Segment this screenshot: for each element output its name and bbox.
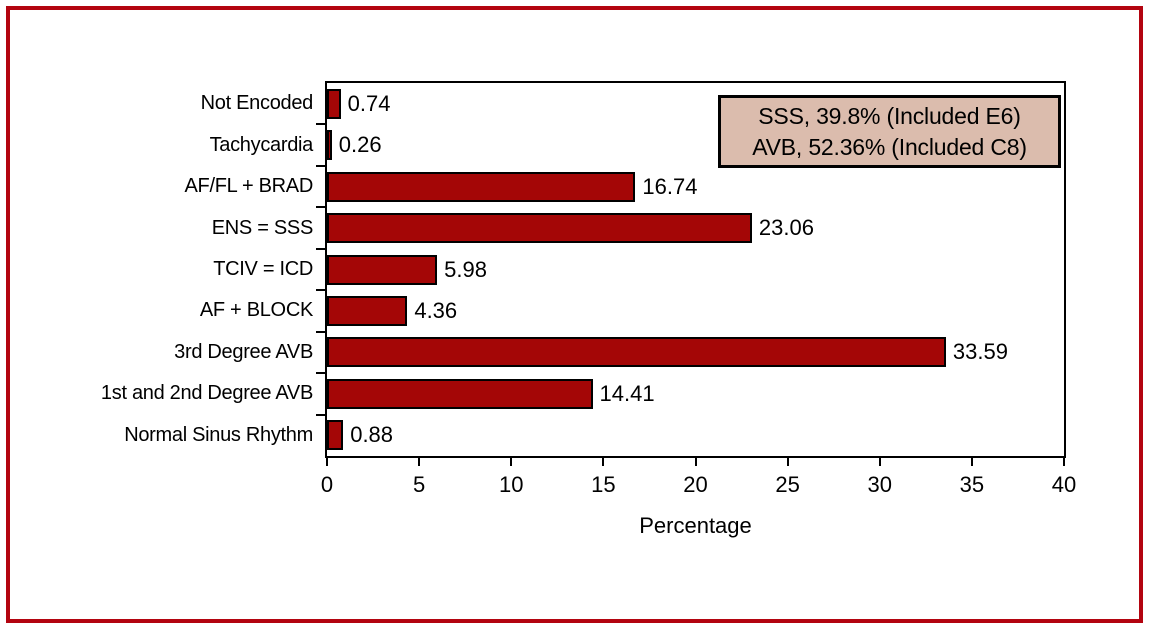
x-axis-tick-label: 35: [959, 472, 985, 497]
category-label: AF/FL + BRAD: [184, 175, 314, 198]
x-axis-tick: [1063, 458, 1065, 466]
bar: [327, 88, 341, 119]
bar: [327, 295, 408, 326]
x-axis-tick-label: 5: [413, 472, 426, 497]
category-label: TCIV = ICD: [213, 257, 313, 280]
x-axis-title: Percentage: [639, 513, 752, 538]
x-axis-tick-label: 10: [499, 472, 524, 497]
bar: [327, 378, 593, 409]
x-axis-tick-label: 15: [591, 472, 616, 497]
bar-value-label: 0.74: [347, 90, 391, 116]
bar: [327, 337, 946, 368]
bar-value-label: 14.41: [599, 380, 655, 406]
y-axis-tick: [316, 206, 325, 209]
category-label: Not Encoded: [200, 92, 314, 115]
x-axis-tick: [602, 458, 605, 466]
y-axis-tick: [316, 372, 325, 375]
y-axis-tick: [316, 330, 325, 333]
bar-value-label: 0.26: [338, 132, 382, 158]
y-axis-tick: [316, 123, 325, 126]
x-axis-tick-label: 30: [867, 472, 892, 497]
y-axis-tick: [316, 413, 325, 416]
annotation-box: SSS, 39.8% (Included E6) AVB, 52.36% (In…: [718, 95, 1061, 168]
category-label: Normal Sinus Rhythm: [124, 423, 313, 446]
x-axis-tick: [786, 458, 789, 466]
bar: [327, 420, 344, 451]
annotation-line-sss: SSS, 39.8% (Included E6): [758, 102, 1021, 129]
y-axis-tick: [316, 164, 325, 167]
bar: [327, 130, 332, 161]
bar-value-label: 5.98: [444, 256, 487, 282]
x-axis-tick: [326, 458, 328, 466]
figure-border: [6, 6, 1143, 623]
x-axis-tick: [418, 458, 421, 466]
bar-value-label: 0.88: [350, 422, 394, 448]
y-axis-tick: [316, 289, 325, 292]
x-axis-tick-label: 25: [775, 472, 800, 497]
bar-value-label: 4.36: [414, 297, 458, 323]
category-label: Tachycardia: [209, 133, 314, 156]
category-label: ENS = SSS: [211, 216, 314, 239]
category-label: AF + BLOCK: [199, 299, 313, 322]
bar-value-label: 23.06: [758, 215, 814, 241]
x-axis-tick: [878, 458, 881, 466]
annotation-line-avb: AVB, 52.36% (Included C8): [752, 133, 1027, 160]
y-axis-tick: [316, 247, 325, 250]
category-label: 1st and 2nd Degree AVB: [100, 382, 313, 405]
bar: [327, 213, 752, 244]
x-axis-tick: [694, 458, 697, 466]
plot-area: 0.74 0.26 16.74 23.06 5.98 4.36 33.59 14.41 0.88: [325, 81, 1066, 458]
x-axis-tick-label: 40: [1051, 472, 1077, 497]
x-axis-tick: [970, 458, 973, 466]
bar: [327, 254, 438, 285]
x-axis-tick: [510, 458, 513, 466]
category-label: 3rd Degree AVB: [174, 340, 313, 363]
bar-value-label: 16.74: [642, 173, 698, 199]
x-axis-tick-label: 0: [320, 472, 334, 497]
bar: [327, 171, 636, 202]
x-axis-tick-label: 20: [683, 472, 708, 497]
bar-value-label: 33.59: [952, 339, 1008, 365]
